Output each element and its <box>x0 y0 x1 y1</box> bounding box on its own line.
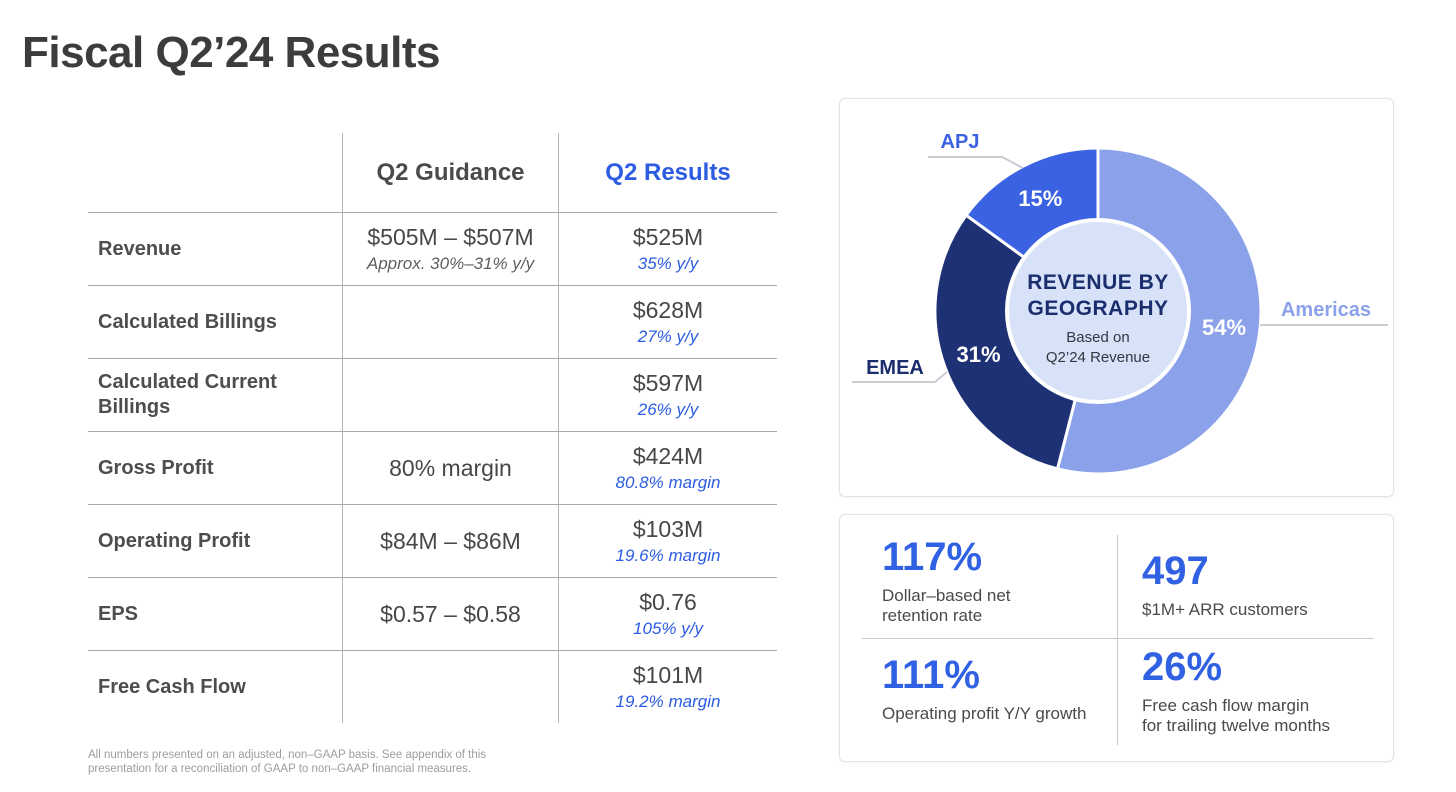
result-cell: $424M 80.8% margin <box>558 431 777 504</box>
result-value: $628M <box>632 296 704 323</box>
result-cell: $0.76 105% y/y <box>558 577 777 650</box>
emea-label: EMEA <box>866 357 924 379</box>
guidance-cell <box>342 650 558 723</box>
apj-label: APJ <box>941 131 980 153</box>
metrics-vertical-divider <box>1117 535 1118 745</box>
metric-operating-profit-growth: 111% Operating profit Y/Y growth <box>882 655 1086 724</box>
result-value: $0.76 <box>639 588 697 615</box>
center-subtitle-line1: Based on <box>1066 329 1129 346</box>
guidance-value: 80% margin <box>389 454 512 481</box>
americas-label: Americas <box>1281 299 1371 321</box>
donut-percent-labels: 54% 31% 15% <box>956 186 1246 367</box>
metric-value: 26% <box>1142 645 1223 689</box>
result-value: $597M <box>632 369 704 396</box>
guidance-cell <box>342 358 558 431</box>
metric-label: Operating profit Y/Y growth <box>882 704 1087 723</box>
percent-label-emea: 31% <box>956 342 1000 367</box>
metric-fcf-margin: 26% Free cash flow margin for trailing t… <box>1142 647 1330 736</box>
guidance-cell <box>342 285 558 358</box>
revenue-by-geography-panel: 54% 31% 15% APJ EMEA Americas REVENUE BY G… <box>839 98 1394 497</box>
guidance-cell: 80% margin <box>342 431 558 504</box>
result-subvalue: 35% y/y <box>637 254 699 274</box>
guidance-cell: $505M – $507M Approx. 30%–31% y/y <box>342 212 558 285</box>
guidance-cell: $0.57 – $0.58 <box>342 577 558 650</box>
emea-leader-line <box>852 371 948 383</box>
revenue-geography-donut-chart: 54% 31% 15% APJ EMEA Americas REVENUE BY G… <box>852 131 1388 476</box>
percent-label-americas: 54% <box>1202 315 1246 340</box>
result-cell: $101M 19.2% margin <box>558 650 777 723</box>
key-metrics-panel: 117% Dollar–based net retention rate 497… <box>839 514 1394 762</box>
header-empty-cell <box>88 133 342 212</box>
guidance-cell: $84M – $86M <box>342 504 558 577</box>
result-cell: $103M 19.6% margin <box>558 504 777 577</box>
guidance-value: $505M – $507M <box>367 223 534 250</box>
result-cell: $525M 35% y/y <box>558 212 777 285</box>
result-subvalue: 80.8% margin <box>615 473 721 493</box>
donut-center-circle <box>1005 218 1191 404</box>
row-label: Revenue <box>88 212 342 285</box>
row-label: Calculated Billings <box>88 285 342 358</box>
result-value: $103M <box>632 515 704 542</box>
result-subvalue: 27% y/y <box>637 327 699 347</box>
result-value: $525M <box>632 223 704 250</box>
header-results: Q2 Results <box>558 133 777 212</box>
center-title-line1: REVENUE BY <box>1027 271 1169 294</box>
center-subtitle-line2: Q2’24 Revenue <box>1046 349 1150 366</box>
row-label: Operating Profit <box>88 504 342 577</box>
guidance-subvalue: Approx. 30%–31% y/y <box>366 254 535 274</box>
row-label: EPS <box>88 577 342 650</box>
result-subvalue: 19.2% margin <box>615 692 721 712</box>
metric-arr-customers: 497 $1M+ ARR customers <box>1142 551 1308 620</box>
metric-label: Dollar–based net retention rate <box>882 586 1011 626</box>
row-label: Gross Profit <box>88 431 342 504</box>
metric-net-retention: 117% Dollar–based net retention rate <box>882 537 1011 626</box>
result-subvalue: 105% y/y <box>633 619 703 639</box>
results-table: Q2 Guidance Q2 Results Revenue $505M – $5… <box>88 133 777 723</box>
metric-label: Free cash flow margin for trailing twelv… <box>1142 696 1331 736</box>
header-guidance: Q2 Guidance <box>342 133 558 212</box>
apj-leader-line <box>928 156 1024 169</box>
metric-value: 497 <box>1142 549 1209 593</box>
metric-value: 111% <box>882 653 980 697</box>
guidance-value: $84M – $86M <box>380 527 521 554</box>
metrics-horizontal-divider <box>862 638 1374 639</box>
row-label: Calculated Current Billings <box>88 358 342 431</box>
percent-label-apj: 15% <box>1018 186 1062 211</box>
result-value: $424M <box>632 442 704 469</box>
center-title-line2: GEOGRAPHY <box>1027 297 1168 320</box>
result-cell: $628M 27% y/y <box>558 285 777 358</box>
result-value: $101M <box>632 661 704 688</box>
result-subvalue: 19.6% margin <box>615 546 721 566</box>
page-title: Fiscal Q2’24 Results <box>22 28 441 77</box>
guidance-value: $0.57 – $0.58 <box>380 600 521 627</box>
row-label: Free Cash Flow <box>88 650 342 723</box>
result-cell: $597M 26% y/y <box>558 358 777 431</box>
result-subvalue: 26% y/y <box>637 400 699 420</box>
metric-value: 117% <box>882 535 983 579</box>
metric-label: $1M+ ARR customers <box>1142 600 1308 619</box>
footnote: All numbers presented on an adjusted, no… <box>88 749 487 776</box>
